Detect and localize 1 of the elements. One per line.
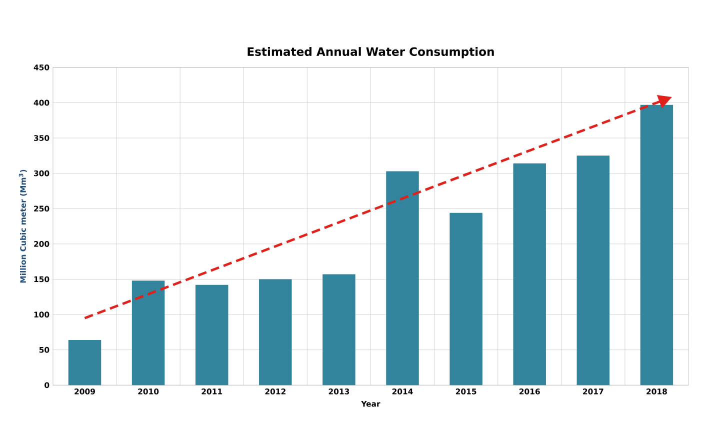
chart-title: Estimated Annual Water Consumption [248,46,494,58]
